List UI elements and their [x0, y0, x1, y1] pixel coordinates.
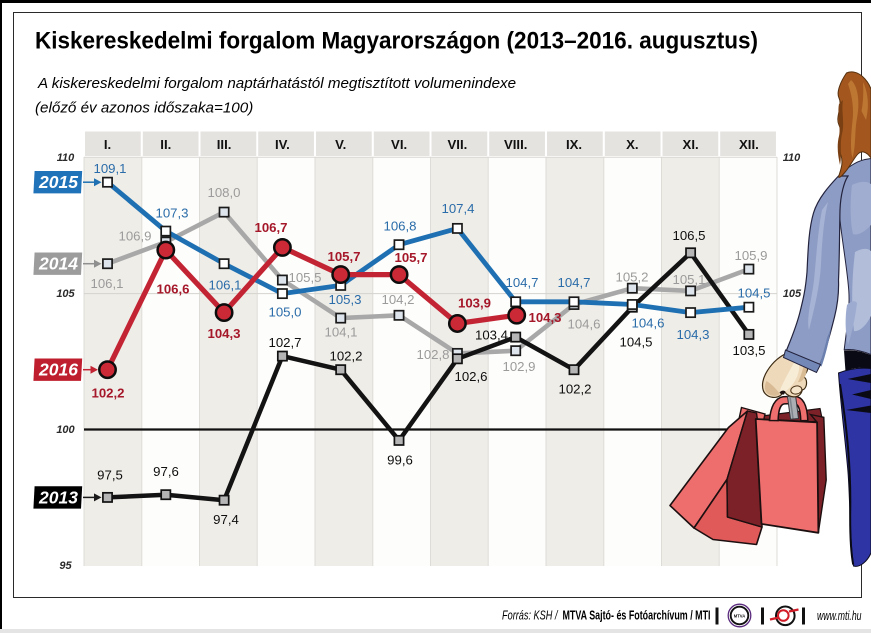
svg-text:104,7: 104,7: [505, 275, 538, 290]
svg-text:102,9: 102,9: [502, 359, 535, 374]
svg-text:104,2: 104,2: [381, 292, 414, 307]
svg-text:Forrás: KSH /: Forrás: KSH /: [502, 608, 558, 623]
svg-text:104,6: 104,6: [631, 316, 664, 331]
svg-text:103,5: 103,5: [732, 343, 765, 358]
svg-text:107,3: 107,3: [155, 205, 188, 220]
svg-text:104,7: 104,7: [557, 275, 590, 290]
svg-text:104,3: 104,3: [676, 327, 709, 342]
svg-text:X.: X.: [626, 137, 638, 152]
svg-text:102,2: 102,2: [91, 386, 124, 401]
svg-text:102,6: 102,6: [454, 369, 487, 384]
svg-text:(előző év azonos időszaka=100): (előző év azonos időszaka=100): [35, 100, 253, 117]
svg-text:110: 110: [57, 152, 75, 164]
svg-text:2013: 2013: [38, 487, 78, 507]
svg-text:Kiskereskedelmi forgalom Magya: Kiskereskedelmi forgalom Magyarországon …: [35, 28, 758, 55]
svg-text:IV.: IV.: [275, 137, 290, 152]
svg-text:102,2: 102,2: [329, 349, 362, 364]
svg-text:105,3: 105,3: [328, 292, 361, 307]
svg-text:103,9: 103,9: [458, 296, 491, 311]
svg-text:97,4: 97,4: [213, 512, 239, 527]
svg-text:99,6: 99,6: [387, 453, 413, 468]
svg-text:I.: I.: [104, 137, 111, 152]
svg-text:105,7: 105,7: [394, 250, 427, 265]
svg-text:II.: II.: [160, 137, 171, 152]
svg-text:103,4: 103,4: [475, 328, 508, 343]
svg-text:105,7: 105,7: [327, 249, 360, 264]
svg-text:104,5: 104,5: [619, 335, 652, 350]
svg-text:2015: 2015: [38, 172, 78, 192]
svg-text:104,5: 104,5: [737, 286, 770, 301]
svg-text:108,0: 108,0: [207, 185, 240, 200]
svg-text:95: 95: [59, 560, 72, 572]
svg-text:105: 105: [783, 288, 802, 300]
svg-text:102,2: 102,2: [558, 382, 591, 397]
svg-text:VI.: VI.: [391, 137, 407, 152]
svg-text:2014: 2014: [38, 254, 78, 274]
svg-text:106,5: 106,5: [672, 228, 705, 243]
svg-text:A kiskereskedelmi forgalom nap: A kiskereskedelmi forgalom naptárhatástó…: [37, 75, 516, 92]
svg-text:100: 100: [56, 424, 75, 436]
svg-text:97,5: 97,5: [97, 468, 123, 483]
svg-text:104,1: 104,1: [324, 325, 357, 340]
svg-text:2016: 2016: [38, 360, 78, 380]
svg-text:106,8: 106,8: [383, 219, 416, 234]
svg-text:106,1: 106,1: [90, 276, 123, 291]
svg-text:III.: III.: [217, 137, 232, 152]
svg-text:MTVA: MTVA: [734, 613, 746, 618]
svg-text:104,6: 104,6: [567, 317, 600, 332]
svg-text:VII.: VII.: [448, 137, 468, 152]
svg-text:106,9: 106,9: [118, 229, 151, 244]
svg-text:www.mti.hu: www.mti.hu: [817, 608, 862, 623]
svg-text:105,2: 105,2: [615, 270, 648, 285]
svg-text:105,0: 105,0: [268, 305, 301, 320]
svg-text:MTVA Sajtó- és Fotóarchívum /: MTVA Sajtó- és Fotóarchívum / MTI: [563, 608, 711, 623]
svg-text:V.: V.: [335, 137, 346, 152]
svg-text:XI.: XI.: [683, 137, 699, 152]
svg-text:105,9: 105,9: [734, 248, 767, 263]
svg-text:VIII.: VIII.: [504, 137, 527, 152]
svg-text:XII.: XII.: [739, 137, 759, 152]
svg-text:107,4: 107,4: [441, 201, 474, 216]
svg-text:104,3: 104,3: [528, 310, 561, 325]
svg-text:102,8: 102,8: [416, 347, 449, 362]
svg-text:105,5: 105,5: [288, 270, 321, 285]
svg-text:IX.: IX.: [566, 137, 582, 152]
svg-text:104,3: 104,3: [207, 326, 240, 341]
svg-text:109,1: 109,1: [93, 161, 126, 176]
svg-text:97,6: 97,6: [153, 464, 179, 479]
svg-text:105,1: 105,1: [672, 272, 705, 287]
svg-text:102,7: 102,7: [268, 335, 301, 350]
svg-text:106,6: 106,6: [156, 282, 189, 297]
svg-text:106,7: 106,7: [254, 220, 287, 235]
svg-text:106,1: 106,1: [208, 278, 241, 293]
svg-text:105: 105: [56, 288, 75, 300]
svg-text:110: 110: [783, 152, 801, 164]
